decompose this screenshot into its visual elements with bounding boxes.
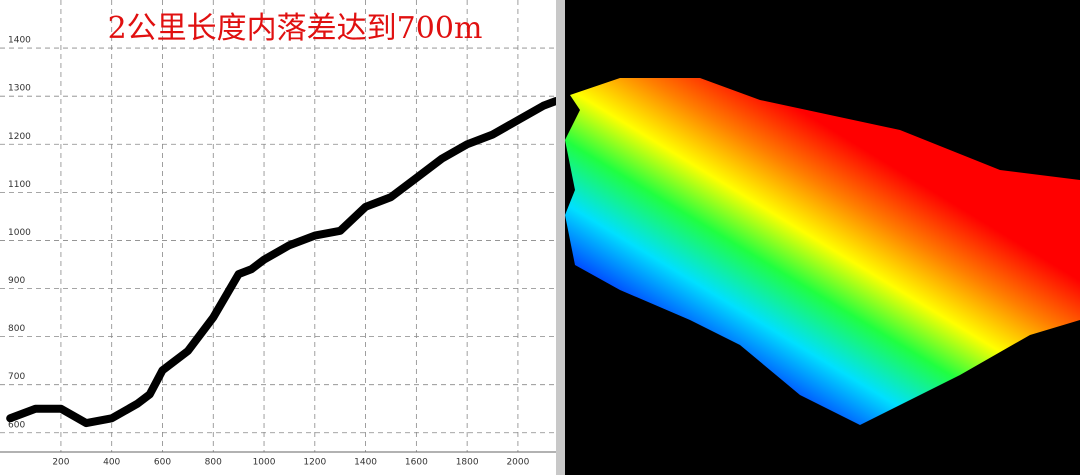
terrain-render — [565, 78, 1080, 425]
x-tick-label: 800 — [205, 458, 222, 468]
y-tick-label: 1200 — [8, 132, 31, 142]
x-tick-label: 1000 — [253, 458, 276, 468]
y-tick-label: 800 — [8, 324, 25, 334]
x-tick-label: 400 — [103, 458, 120, 468]
y-tick-label: 700 — [8, 372, 25, 382]
y-tick-label: 900 — [8, 276, 25, 286]
y-tick-label: 1400 — [8, 36, 31, 46]
x-tick-label: 2000 — [506, 458, 529, 468]
x-tick-label: 600 — [154, 458, 171, 468]
chart-title: 2公里长度内落差达到700m — [108, 11, 483, 46]
y-tick-label: 1300 — [8, 84, 31, 94]
elevation-line — [6, 97, 556, 428]
x-tick-label: 1200 — [303, 458, 326, 468]
y-tick-label: 1100 — [8, 180, 31, 190]
y-tick-label: 600 — [8, 420, 25, 430]
x-tick-label: 1800 — [456, 458, 479, 468]
x-tick-label: 200 — [52, 458, 69, 468]
y-tick-label: 1000 — [8, 228, 31, 238]
plot-background — [0, 0, 556, 475]
divider — [556, 0, 565, 475]
x-tick-label: 1400 — [354, 458, 377, 468]
plot: 600 700 800 900 1000 1100 1200 1300 1400 200 400 60… — [0, 0, 556, 468]
x-tick-label: 1600 — [405, 458, 428, 468]
